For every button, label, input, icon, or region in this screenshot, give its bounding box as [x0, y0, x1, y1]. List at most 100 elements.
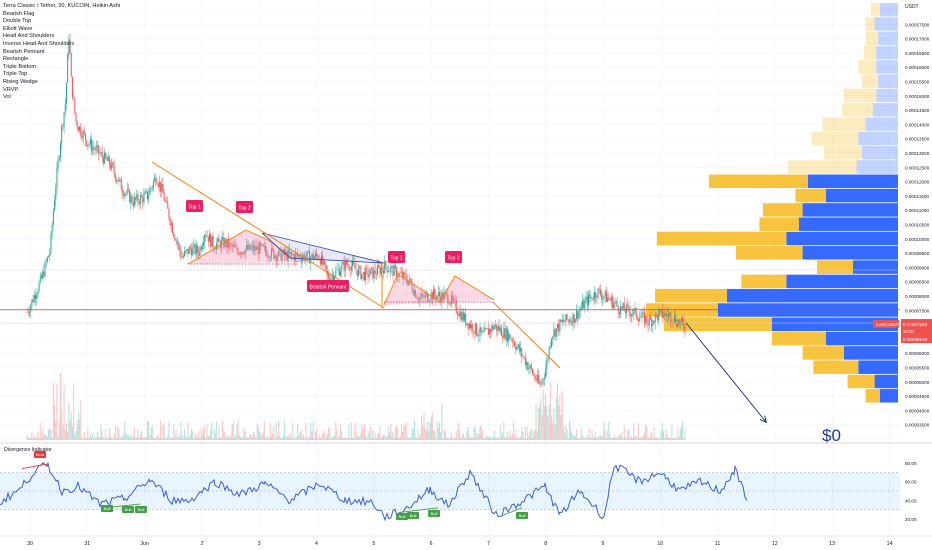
- volume-bar: [239, 436, 241, 440]
- candle-body: [618, 312, 620, 315]
- profile-bar-sell: [763, 203, 803, 217]
- candle-body: [176, 240, 178, 244]
- candle-body: [32, 299, 34, 303]
- candle-body: [511, 338, 513, 342]
- volume-bar: [459, 430, 461, 440]
- price-axis-bg: [900, 0, 932, 536]
- volume-bar: [425, 431, 427, 440]
- volume-bar: [417, 429, 419, 440]
- volume-bar: [94, 437, 96, 440]
- candle-body: [448, 303, 450, 305]
- volume-bar: [448, 437, 450, 440]
- candle-body: [201, 245, 203, 250]
- candle-body: [205, 235, 207, 237]
- candle-body: [586, 296, 588, 306]
- volume-bar: [340, 424, 342, 440]
- candle-body: [583, 300, 585, 309]
- volume-bar: [335, 421, 337, 440]
- volume-bar: [338, 435, 340, 440]
- price-tick-label: 0.00016000: [905, 65, 930, 70]
- legend-item-vrvp[interactable]: VRVP: [3, 86, 19, 93]
- candle-body: [301, 257, 303, 262]
- volume-bar: [176, 437, 178, 440]
- volume-bar: [521, 427, 523, 440]
- profile-bar-buy: [858, 131, 898, 146]
- volume-bar: [278, 421, 280, 440]
- volume-bar: [371, 437, 373, 440]
- volume-bar: [105, 429, 107, 440]
- legend-item-vol[interactable]: Vol: [3, 94, 11, 101]
- legend-item-bearish-pennant[interactable]: Bearish Pennant: [3, 48, 45, 55]
- volume-bar: [51, 437, 53, 440]
- candle-body: [624, 310, 626, 314]
- legend-item-bearish-flag[interactable]: Bearish Flag: [3, 10, 35, 17]
- volume-bar: [673, 437, 675, 440]
- candle-body: [435, 295, 437, 300]
- candle-body: [665, 313, 667, 316]
- candle-body: [597, 288, 599, 298]
- profile-bar-sell: [858, 60, 877, 74]
- volume-bar: [611, 437, 613, 440]
- legend-item-rising-wedge[interactable]: Rising Wedge: [3, 78, 38, 85]
- legend-item-inverse-head-and-shoulders[interactable]: Inverse Head And Shoulders: [3, 40, 75, 47]
- candle-body: [548, 346, 550, 359]
- candle-body: [98, 145, 100, 154]
- legend-item-elliott-wave[interactable]: Elliott Wave: [3, 25, 33, 32]
- volume-bar: [449, 437, 451, 440]
- legend-item-triple-bottom[interactable]: Triple Bottom: [3, 63, 37, 70]
- volume-bar: [106, 437, 108, 440]
- candle-body: [473, 332, 475, 334]
- candle-body: [141, 195, 143, 197]
- candle-body: [384, 261, 386, 274]
- candle-body: [466, 323, 468, 326]
- candle-body: [682, 318, 684, 323]
- price-tick-label: 0.00006000: [905, 351, 930, 356]
- volume-bar: [303, 434, 305, 440]
- volume-bar: [561, 390, 563, 440]
- candle-body: [67, 53, 69, 84]
- candle-body: [350, 266, 352, 271]
- double-top-zone: [384, 274, 494, 305]
- divergence-pane[interactable]: Divergence Indicator 80.00 60.00 40.00 20.00…: [0, 442, 932, 522]
- candle-body: [490, 328, 492, 332]
- legend-item-head-and-shoulders[interactable]: Head And Shoulders: [3, 33, 55, 40]
- volume-bar: [315, 431, 317, 440]
- volume-bar: [558, 405, 560, 440]
- legend-item-triple-top[interactable]: Triple Top: [3, 71, 28, 78]
- target-label: $0: [822, 426, 841, 445]
- symbol-title[interactable]: Terra Classic / Tether, 30, KUCOIN, Heik…: [3, 3, 121, 9]
- volume-bar: [422, 426, 424, 440]
- volume-bar: [609, 434, 611, 440]
- candle-body: [361, 274, 363, 279]
- volume-bar: [427, 421, 429, 440]
- double-top-line: [383, 273, 495, 306]
- volume-bar: [485, 435, 487, 440]
- candle-body: [456, 311, 458, 315]
- volume-bar: [112, 437, 114, 440]
- candle-body: [462, 312, 464, 321]
- volume-bar: [39, 422, 41, 440]
- volume-bar: [442, 437, 444, 440]
- time-axis[interactable]: 30 31 Jun 2 3 4 5 6 7 8 9 10 11 12 13 14: [0, 535, 932, 547]
- volume-bar: [573, 435, 575, 440]
- legend-item-double-top[interactable]: Double Top: [3, 18, 32, 25]
- volume-bar: [326, 434, 328, 440]
- volume-bar: [199, 437, 201, 440]
- volume-bar: [412, 428, 414, 440]
- candle-body: [578, 311, 580, 319]
- volume-bar: [552, 422, 554, 440]
- candle-body: [208, 233, 210, 242]
- price-axis[interactable]: USDT 0.00017500 0.00017000 0.00016500 0.0001…: [873, 0, 932, 536]
- candle-body: [102, 157, 104, 164]
- candle-body: [267, 256, 269, 258]
- volume-bar: [232, 422, 234, 440]
- candle-body: [64, 103, 66, 113]
- profile-bar-sell: [788, 160, 857, 174]
- volume-bar: [607, 430, 609, 440]
- volume-bar: [330, 437, 332, 440]
- candle-body: [433, 289, 435, 300]
- volume-bar: [396, 425, 398, 440]
- volume-bar: [149, 434, 151, 440]
- legend-item-rectangle[interactable]: Rectangle: [3, 56, 29, 63]
